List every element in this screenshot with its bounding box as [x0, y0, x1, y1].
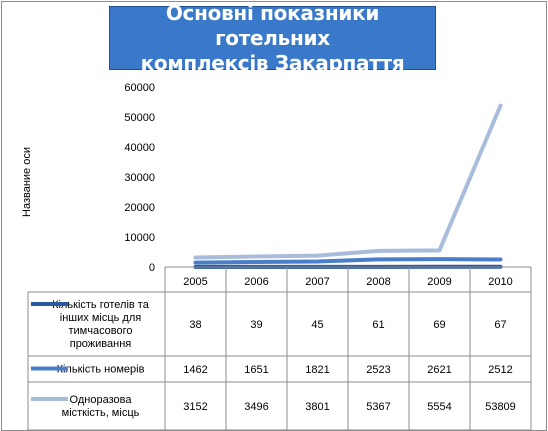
- legend-label-series-1: Кількість готелів та: [52, 299, 150, 311]
- y-tick-label: 50000: [124, 112, 155, 124]
- table-value: 3801: [305, 401, 329, 413]
- table-value: 2523: [366, 364, 390, 376]
- table-value: 61: [372, 319, 384, 331]
- table-value: 1462: [183, 364, 207, 376]
- table-value: 1651: [244, 364, 268, 376]
- table-value: 38: [189, 319, 201, 331]
- table-value: 5367: [366, 401, 390, 413]
- table-value: 67: [494, 319, 506, 331]
- legend-label-series-1: тимчасового: [68, 325, 132, 337]
- x-tick-label: 2007: [305, 276, 329, 288]
- table-value: 53809: [485, 401, 516, 413]
- table-value: 5554: [427, 401, 451, 413]
- table-value: 3152: [183, 401, 207, 413]
- x-tick-label: 2010: [488, 276, 512, 288]
- legend-label-series-2: Кількість номерів: [57, 364, 145, 376]
- y-tick-label: 0: [149, 262, 155, 274]
- x-tick-label: 2005: [183, 276, 207, 288]
- table-value: 39: [250, 319, 262, 331]
- chart-title: Основні показники готельних комплексів З…: [140, 0, 405, 75]
- x-tick-label: 2009: [427, 276, 451, 288]
- legend-label-series-1: інших місць для: [60, 312, 141, 324]
- legend-label-series-1: проживання: [70, 338, 132, 350]
- table-value: 2621: [427, 364, 451, 376]
- legend-label-series-3: Одноразова: [70, 394, 133, 406]
- x-tick-label: 2006: [244, 276, 268, 288]
- y-tick-label: 10000: [124, 232, 155, 244]
- y-tick-label: 60000: [124, 82, 155, 94]
- x-tick-label: 2008: [366, 276, 390, 288]
- table-value: 1821: [305, 364, 329, 376]
- table-value: 45: [311, 319, 323, 331]
- table-value: 3496: [244, 401, 268, 413]
- table-value: 69: [433, 319, 445, 331]
- series-line-2: [193, 257, 503, 265]
- chart-title-box: Основні показники готельних комплексів З…: [109, 1, 436, 75]
- y-tick-label: 30000: [124, 172, 155, 184]
- series-line-3: [193, 103, 503, 260]
- y-tick-label: 20000: [124, 202, 155, 214]
- legend-label-series-3: місткість, місць: [62, 407, 140, 419]
- table-value: 2512: [488, 364, 512, 376]
- y-tick-label: 40000: [124, 142, 155, 154]
